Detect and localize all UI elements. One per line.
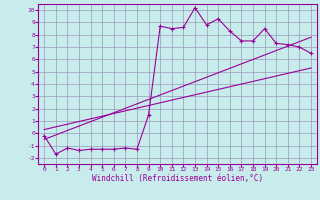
X-axis label: Windchill (Refroidissement éolien,°C): Windchill (Refroidissement éolien,°C) — [92, 174, 263, 183]
